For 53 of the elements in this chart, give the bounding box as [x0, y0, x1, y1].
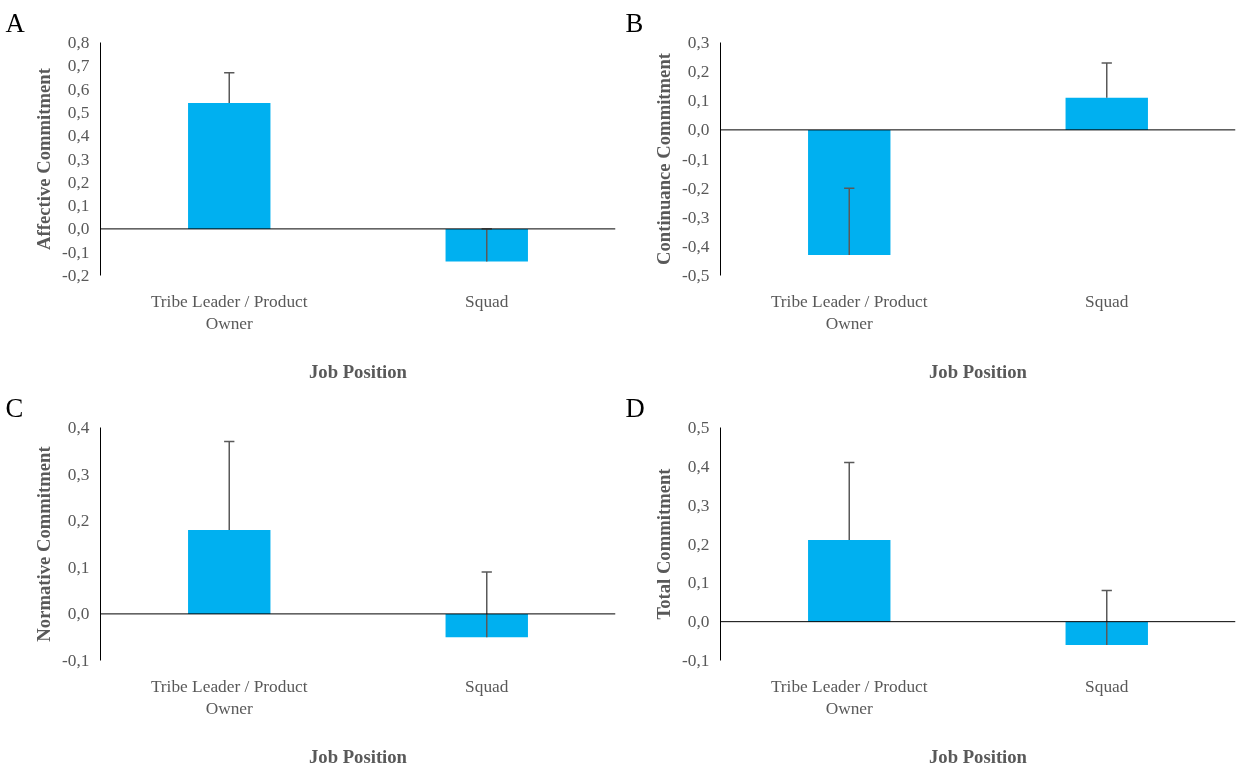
x-axis-title: Job Position: [929, 746, 1028, 768]
y-tick-label: -0,2: [62, 266, 90, 285]
y-tick-label: -0,1: [682, 149, 710, 169]
y-tick-label: 0,0: [67, 604, 90, 624]
x-tick-label: Squad: [1085, 676, 1129, 696]
y-tick-label: 0,2: [67, 172, 90, 192]
y-tick-label: -0,1: [62, 242, 90, 262]
y-tick-label: 0,3: [67, 149, 90, 169]
y-tick-label: -0,1: [62, 651, 90, 670]
y-tick-label: 0,2: [67, 511, 90, 531]
x-tick-label: Squad: [1085, 291, 1129, 311]
chart-title: D: [625, 392, 645, 423]
y-tick-label: 0,4: [67, 126, 90, 146]
y-tick-label: 0,0: [687, 120, 710, 140]
y-tick-label: 0,8: [67, 33, 90, 52]
chart-title: B: [625, 7, 644, 38]
chart-title: C: [5, 392, 24, 423]
y-tick-label: 0,3: [67, 464, 90, 484]
x-tick-label: Squad: [465, 291, 509, 311]
y-tick-label: 0,3: [687, 33, 710, 52]
y-tick-label: 0,5: [687, 418, 710, 437]
y-tick-label: -0,4: [682, 236, 710, 256]
y-axis-title: Affective Commitment: [33, 67, 55, 250]
y-axis-title: Normative Commitment: [33, 445, 55, 642]
y-tick-label: 0,3: [687, 495, 710, 515]
chart-title: A: [5, 7, 26, 38]
y-tick-label: 0,1: [687, 91, 710, 111]
y-tick-label: -0,5: [682, 266, 710, 285]
y-tick-label: 0,2: [687, 534, 710, 554]
y-tick-label: 0,0: [687, 612, 710, 632]
x-axis-title: Job Position: [309, 746, 408, 768]
y-tick-label: 0,7: [67, 56, 90, 76]
y-tick-label: 0,4: [687, 456, 710, 476]
y-tick-label: -0,1: [682, 651, 710, 670]
x-tick-label: Tribe Leader / Product Owner: [150, 291, 308, 334]
y-tick-label: 0,1: [67, 196, 90, 216]
x-tick-label: Tribe Leader / Product Owner: [150, 676, 308, 719]
x-tick-label: Squad: [465, 676, 509, 696]
x-tick-label: Tribe Leader / Product Owner: [770, 676, 928, 719]
y-tick-label: 0,2: [687, 62, 710, 82]
y-tick-label: 0,4: [67, 418, 90, 437]
y-tick-label: -0,3: [682, 207, 710, 227]
x-axis-title: Job Position: [309, 361, 408, 383]
y-axis-title: Continuance Commitment: [653, 52, 675, 265]
y-tick-label: 0,0: [67, 219, 90, 239]
x-axis-title: Job Position: [929, 361, 1028, 383]
y-axis-title: Total Commitment: [653, 467, 675, 620]
x-tick-label: Tribe Leader / Product Owner: [770, 291, 928, 334]
y-tick-label: 0,6: [67, 79, 90, 99]
y-tick-label: -0,2: [682, 178, 710, 198]
y-tick-label: 0,1: [67, 557, 90, 577]
y-tick-label: 0,1: [687, 573, 710, 593]
y-tick-label: 0,5: [67, 102, 90, 122]
